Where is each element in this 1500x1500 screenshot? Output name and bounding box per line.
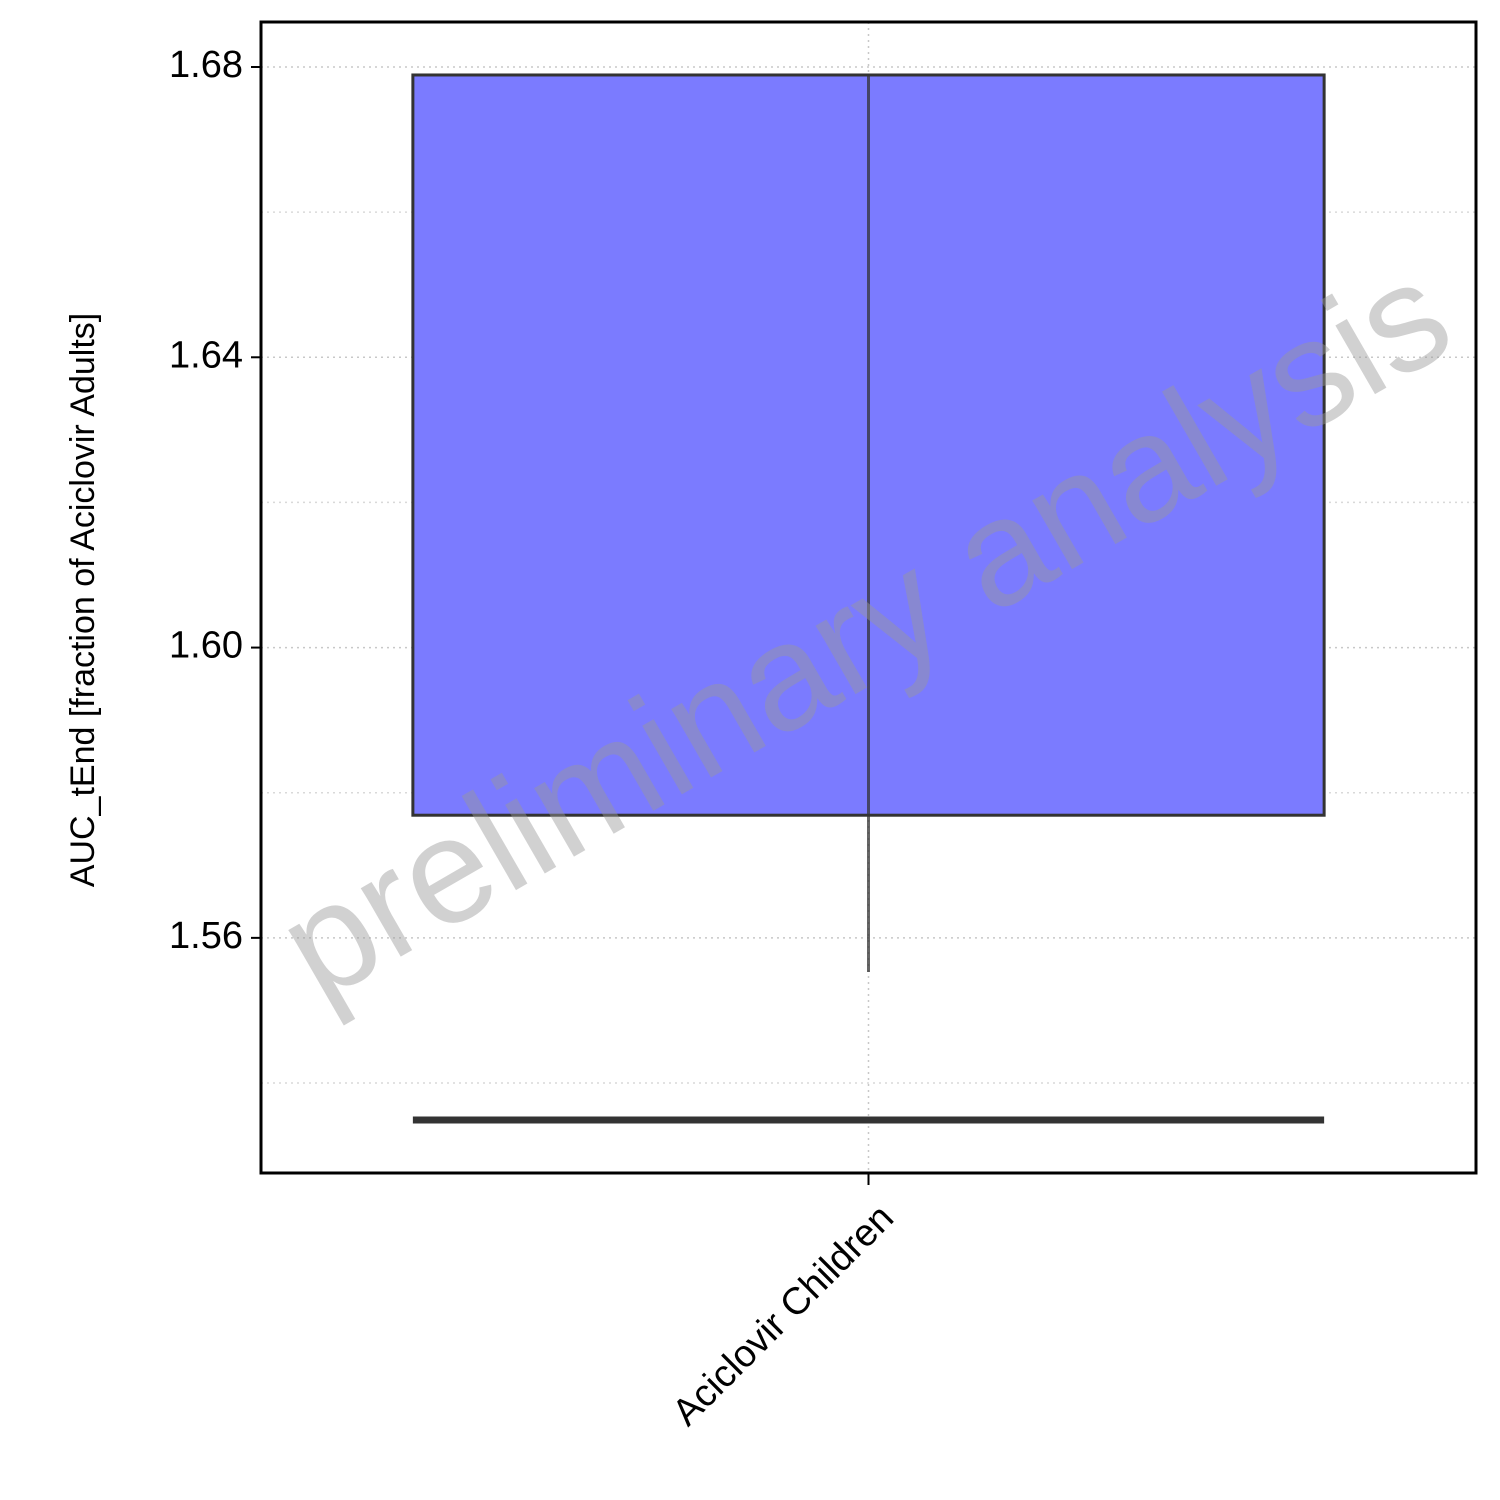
y-axis-title: AUC_tEnd [fraction of Aciclovir Adults]	[64, 313, 102, 887]
y-tick-label: 1.68	[169, 44, 243, 86]
y-tick-label: 1.60	[169, 625, 243, 667]
y-tick-label: 1.56	[169, 915, 243, 957]
y-tick-label: 1.64	[169, 334, 243, 376]
x-tick-label: Aciclovir Children	[665, 1197, 902, 1434]
plot-border	[259, 20, 1478, 1175]
